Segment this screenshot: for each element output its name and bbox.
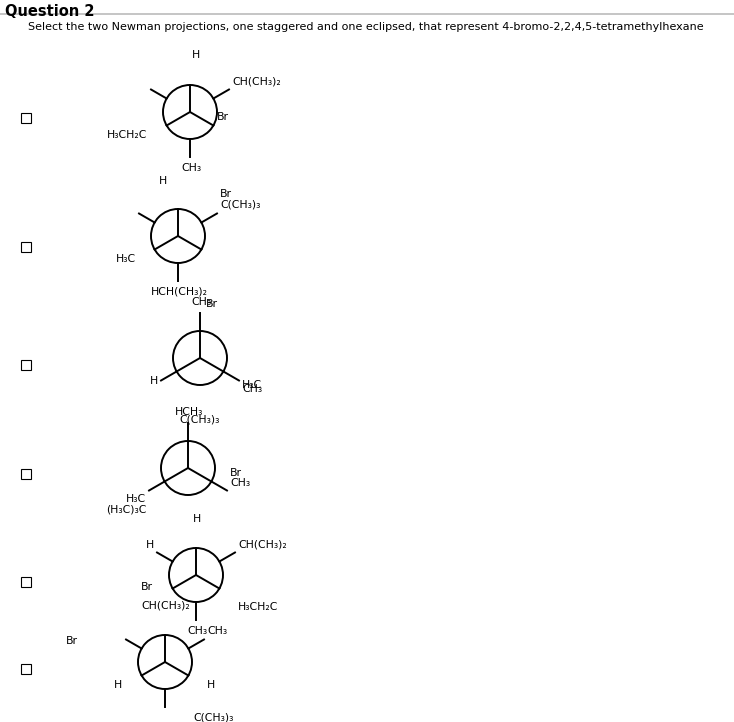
Text: H: H: [192, 50, 200, 60]
Text: H₃C: H₃C: [242, 380, 262, 389]
Text: H₃CH₂C: H₃CH₂C: [106, 129, 147, 139]
FancyBboxPatch shape: [21, 113, 31, 123]
FancyBboxPatch shape: [21, 577, 31, 587]
Text: Br
C(CH₃)₃: Br C(CH₃)₃: [220, 188, 261, 209]
Text: HCH(CH₃)₂: HCH(CH₃)₂: [150, 287, 208, 297]
Text: Br: Br: [217, 113, 229, 123]
Text: CH(CH₃)₂: CH(CH₃)₂: [238, 539, 287, 549]
FancyBboxPatch shape: [21, 469, 31, 479]
Text: H: H: [193, 514, 201, 524]
Text: H₃C
(H₃C)₃C: H₃C (H₃C)₃C: [106, 494, 146, 514]
FancyBboxPatch shape: [21, 360, 31, 370]
Text: Select the two Newman projections, one staggered and one eclipsed, that represen: Select the two Newman projections, one s…: [28, 22, 704, 32]
Text: Question 2: Question 2: [5, 4, 95, 19]
Text: H: H: [207, 679, 215, 690]
Text: H: H: [114, 679, 122, 690]
FancyBboxPatch shape: [21, 664, 31, 674]
FancyBboxPatch shape: [21, 242, 31, 252]
Text: Br
CH₃: Br CH₃: [230, 468, 250, 489]
Text: C(CH₃)₃: C(CH₃)₃: [193, 713, 233, 722]
Text: H: H: [159, 176, 167, 186]
Text: Br: Br: [206, 299, 218, 309]
Text: H₃CH₂C: H₃CH₂C: [238, 602, 278, 612]
Text: CH₃: CH₃: [181, 163, 201, 173]
Text: CH₃: CH₃: [242, 383, 262, 393]
Text: CH₃: CH₃: [191, 297, 211, 307]
Text: C(CH₃)₃: C(CH₃)₃: [180, 414, 220, 424]
Text: H₃C: H₃C: [116, 253, 136, 264]
Text: H: H: [146, 539, 154, 549]
Text: Br: Br: [141, 583, 153, 593]
Text: CH(CH₃)₂: CH(CH₃)₂: [232, 77, 280, 87]
Text: Br: Br: [66, 637, 78, 646]
Text: CH₃: CH₃: [207, 627, 227, 637]
Text: HCH₃: HCH₃: [175, 407, 203, 417]
Text: CH(CH₃)₂: CH(CH₃)₂: [142, 601, 190, 611]
Text: H: H: [150, 375, 158, 386]
Text: CH₃: CH₃: [187, 626, 207, 636]
